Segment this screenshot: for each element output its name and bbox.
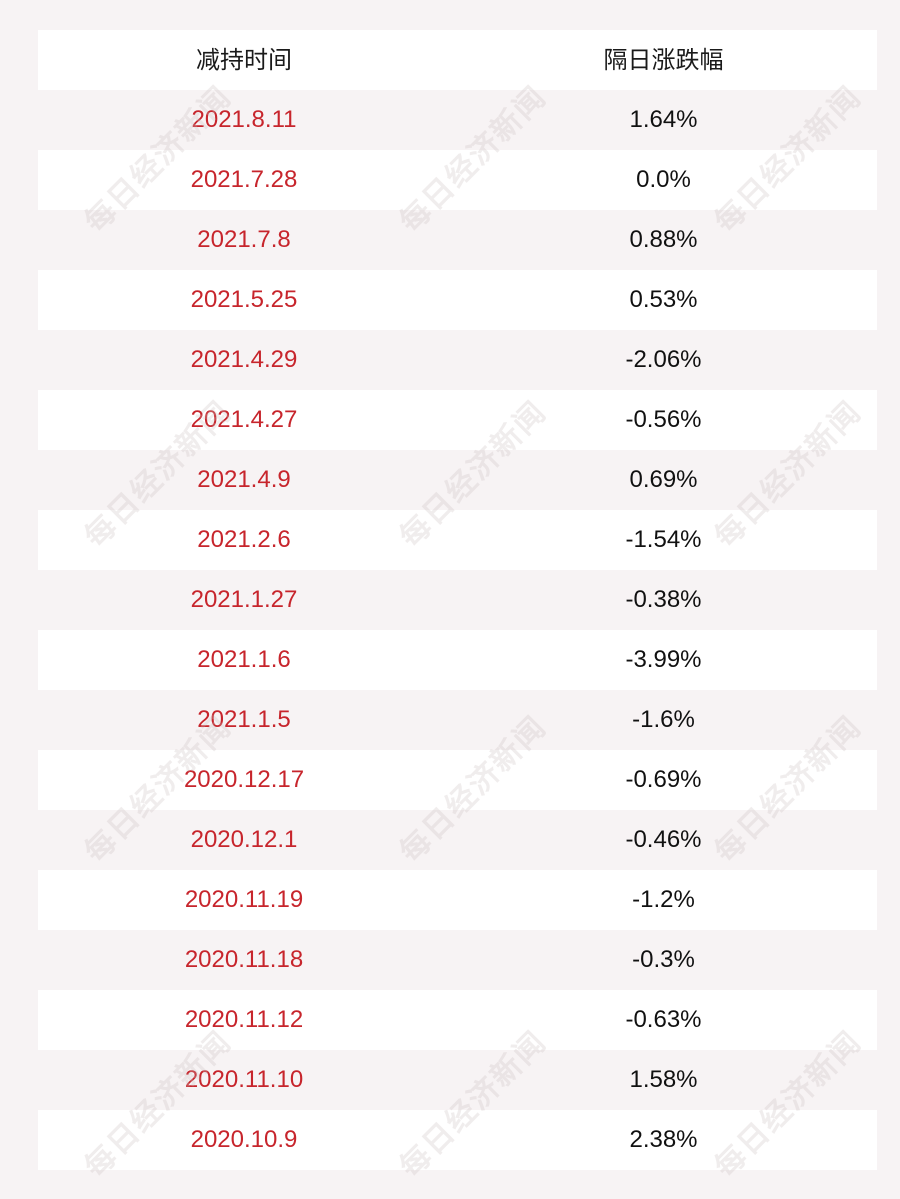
change-cell: -1.6% bbox=[632, 706, 695, 733]
sell-date-cell: 2020.12.17 bbox=[183, 766, 305, 793]
table-row: 2021.4.9 0.69% bbox=[38, 450, 877, 510]
change-cell: 0.0% bbox=[636, 166, 691, 193]
table-row: 2020.11.12 -0.63% bbox=[38, 990, 877, 1050]
table-row: 2020.12.17 -0.69% bbox=[38, 750, 877, 810]
table-row: 2021.1.5 -1.6% bbox=[38, 690, 877, 750]
sell-date-cell: 2020.11.12 bbox=[184, 1006, 304, 1033]
change-cell: -0.56% bbox=[625, 406, 702, 433]
table-row: 2021.1.27 -0.38% bbox=[38, 570, 877, 630]
change-cell: 1.64% bbox=[629, 106, 698, 133]
sell-date-cell: 2021.7.8 bbox=[197, 226, 291, 253]
change-cell: 0.69% bbox=[629, 466, 698, 493]
table-row: 2021.7.28 0.0% bbox=[38, 150, 877, 210]
table-row: 2021.1.6 -3.99% bbox=[38, 630, 877, 690]
sell-date-cell: 2020.11.18 bbox=[184, 946, 304, 973]
table-row: 2021.2.6 -1.54% bbox=[38, 510, 877, 570]
sell-date-cell: 2021.4.29 bbox=[190, 346, 298, 373]
sell-date-cell: 2020.11.19 bbox=[184, 886, 304, 913]
table-row: 2020.12.1 -0.46% bbox=[38, 810, 877, 870]
sell-date-cell: 2020.12.1 bbox=[190, 826, 298, 853]
sell-date-cell: 2020.11.10 bbox=[184, 1066, 304, 1093]
sell-date-cell: 2020.10.9 bbox=[190, 1126, 298, 1153]
change-cell: -1.2% bbox=[632, 886, 695, 913]
sell-date-cell: 2021.5.25 bbox=[190, 286, 298, 313]
header-sell-time: 减持时间 bbox=[196, 46, 292, 74]
sell-date-cell: 2021.4.27 bbox=[190, 406, 298, 433]
sell-date-cell: 2021.1.5 bbox=[197, 706, 291, 733]
change-cell: 1.58% bbox=[629, 1066, 698, 1093]
change-cell: -0.38% bbox=[625, 586, 702, 613]
change-cell: -0.46% bbox=[625, 826, 702, 853]
change-cell: -0.63% bbox=[625, 1006, 702, 1033]
sell-date-cell: 2021.7.28 bbox=[190, 166, 298, 193]
sell-date-cell: 2021.8.11 bbox=[191, 106, 297, 133]
table-row: 2020.11.19 -1.2% bbox=[38, 870, 877, 930]
sell-date-cell: 2021.2.6 bbox=[197, 526, 291, 553]
table-row: 2020.11.10 1.58% bbox=[38, 1050, 877, 1110]
change-cell: -1.54% bbox=[625, 526, 702, 553]
table-row: 2021.8.11 1.64% bbox=[38, 90, 877, 150]
change-cell: 2.38% bbox=[629, 1126, 698, 1153]
table-row: 2020.10.9 2.38% bbox=[38, 1110, 877, 1170]
table-row: 2020.11.18 -0.3% bbox=[38, 930, 877, 990]
sell-date-cell: 2021.4.9 bbox=[197, 466, 291, 493]
change-cell: -0.69% bbox=[625, 766, 702, 793]
change-cell: 0.88% bbox=[629, 226, 698, 253]
change-cell: -0.3% bbox=[632, 946, 695, 973]
change-cell: 0.53% bbox=[629, 286, 698, 313]
change-cell: -3.99% bbox=[625, 646, 702, 673]
table-row: 2021.5.25 0.53% bbox=[38, 270, 877, 330]
table-row: 2021.4.27 -0.56% bbox=[38, 390, 877, 450]
data-table: 减持时间 隔日涨跌幅 2021.8.11 1.64% 2021.7.28 0.0% 20… bbox=[38, 30, 877, 1170]
sell-date-cell: 2021.1.6 bbox=[197, 646, 291, 673]
table-row: 2021.7.8 0.88% bbox=[38, 210, 877, 270]
change-cell: -2.06% bbox=[625, 346, 702, 373]
table-row: 2021.4.29 -2.06% bbox=[38, 330, 877, 390]
sell-date-cell: 2021.1.27 bbox=[190, 586, 298, 613]
header-next-day-change: 隔日涨跌幅 bbox=[603, 46, 724, 74]
table-header-row: 减持时间 隔日涨跌幅 bbox=[38, 30, 877, 90]
